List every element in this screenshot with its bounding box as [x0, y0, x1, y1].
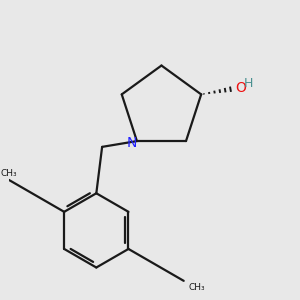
Text: N: N	[127, 136, 137, 150]
Text: CH₃: CH₃	[188, 283, 205, 292]
Text: H: H	[244, 77, 253, 90]
Text: CH₃: CH₃	[1, 169, 17, 178]
Text: O: O	[235, 81, 246, 95]
